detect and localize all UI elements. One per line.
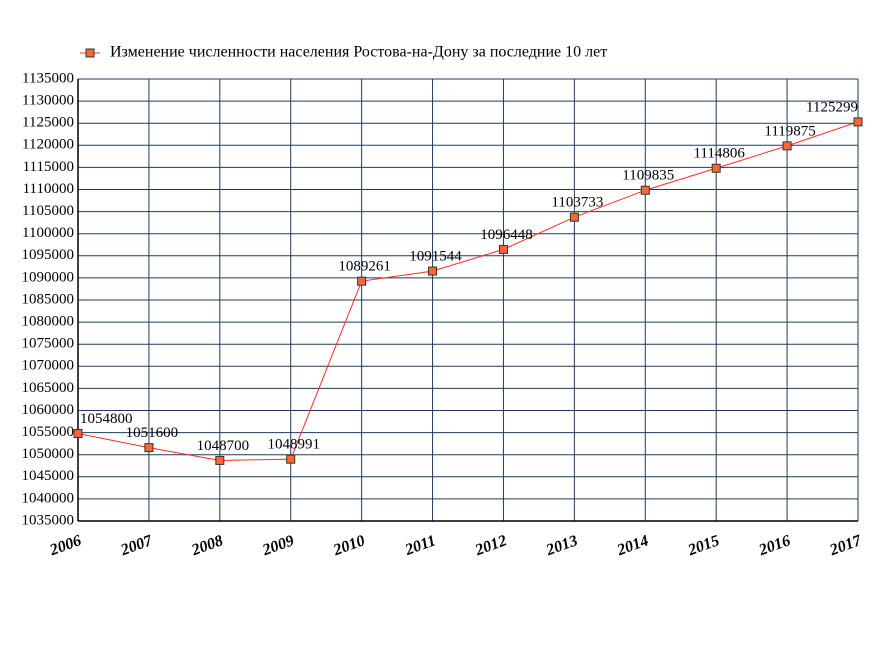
data-label: 1114806 [693,146,745,162]
legend-marker [85,48,95,58]
y-tick-label: 1085000 [22,291,75,307]
x-tick-label: 2006 [47,532,84,559]
legend-label: Изменение численности населения Ростова-… [110,44,607,61]
y-tick-label: 1105000 [22,203,74,219]
data-label: 1109835 [622,168,674,184]
y-tick-label: 1115000 [23,159,74,175]
point-marker [286,454,296,464]
y-tick-label: 1120000 [22,137,74,153]
y-tick-label: 1035000 [22,512,75,528]
point-marker [215,455,225,465]
y-tick-label: 1090000 [22,269,75,285]
data-label: 1089261 [338,259,391,275]
y-tick-label: 1045000 [22,468,75,484]
data-label: 1103733 [551,195,603,211]
data-label: 1125299 [806,99,858,115]
y-tick-label: 1070000 [22,358,75,374]
x-tick-label: 2009 [260,532,297,559]
y-tick-label: 1055000 [22,424,75,440]
point-marker [711,163,721,173]
point-marker [569,212,579,222]
y-tick-label: 1130000 [22,93,74,109]
x-tick-label: 2015 [685,532,722,559]
y-tick-label: 1050000 [22,446,75,462]
data-label: 1048700 [197,438,250,454]
y-tick-label: 1080000 [22,314,75,330]
point-marker [498,244,508,254]
point-marker [853,117,863,127]
y-tick-label: 1065000 [22,380,75,396]
x-tick-label: 2014 [614,532,651,559]
y-tick-label: 1125000 [22,115,74,131]
x-tick-label: 2011 [402,532,438,559]
data-label: 1119875 [764,123,815,139]
data-label: 1051600 [126,425,179,441]
data-label: 1048991 [267,437,320,453]
x-tick-label: 2008 [189,532,226,559]
point-marker [640,185,650,195]
y-tick-label: 1110000 [23,181,74,197]
y-tick-label: 1100000 [22,225,74,241]
x-tick-label: 2013 [543,532,580,559]
y-tick-label: 1095000 [22,247,75,263]
y-tick-label: 1040000 [22,490,75,506]
line [77,121,859,461]
data-label: 1054800 [80,411,133,427]
x-tick-label: 2012 [472,532,509,559]
point-marker [428,266,438,276]
point-marker [144,443,154,453]
y-tick-label: 1060000 [22,402,75,418]
y-tick-label: 1135000 [22,70,74,86]
point-marker [357,276,367,286]
x-tick-label: 2017 [827,532,865,560]
x-tick-label: 2016 [756,532,793,559]
point-marker [782,141,792,151]
x-tick-label: 2007 [118,532,156,560]
data-label: 1091544 [409,249,462,265]
x-tick-label: 2010 [330,532,367,559]
y-tick-label: 1075000 [22,336,75,352]
point-marker [73,428,83,438]
data-label: 1096448 [480,227,533,243]
